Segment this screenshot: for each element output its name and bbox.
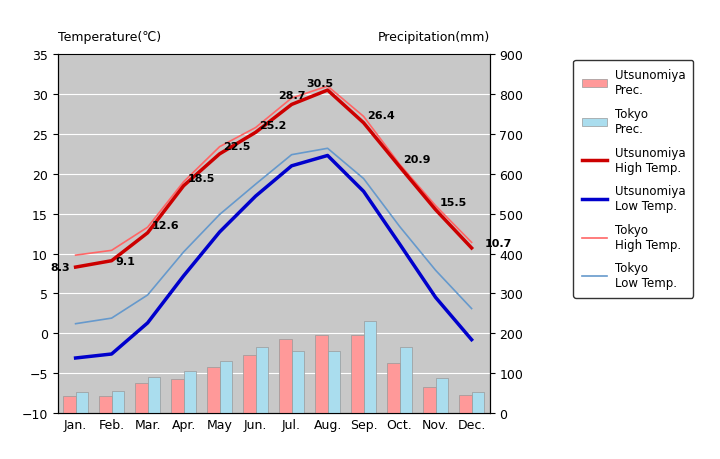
Text: 28.7: 28.7 [278,91,305,101]
Text: 26.4: 26.4 [367,111,395,121]
Bar [351,336,364,413]
Bar [184,371,196,413]
Text: Temperature(℃): Temperature(℃) [58,31,161,45]
Text: 20.9: 20.9 [403,155,431,165]
Bar [243,355,256,413]
Bar [207,367,220,413]
Bar [112,391,124,413]
Bar [328,352,340,413]
Text: 8.3: 8.3 [50,263,70,273]
Bar [364,322,376,413]
Text: 10.7: 10.7 [484,238,512,248]
Text: 18.5: 18.5 [187,174,215,184]
Bar [135,383,148,413]
Bar [459,395,472,413]
Bar [256,347,268,413]
Bar [63,397,76,413]
Text: 15.5: 15.5 [439,198,467,208]
Legend: Utsunomiya
Prec., Tokyo
Prec., Utsunomiya
High Temp., Utsunomiya
Low Temp., Toky: Utsunomiya Prec., Tokyo Prec., Utsunomiy… [573,61,693,298]
Bar [99,397,112,413]
Text: 12.6: 12.6 [151,221,179,231]
Bar [423,387,436,413]
Text: 9.1: 9.1 [115,256,135,266]
Bar [279,340,292,413]
Text: 30.5: 30.5 [306,78,333,89]
Bar [472,392,484,413]
Bar [400,347,412,413]
Text: Precipitation(mm): Precipitation(mm) [377,31,490,45]
Bar [76,392,88,413]
Bar [436,378,448,413]
Text: 22.5: 22.5 [223,142,251,152]
Bar [315,336,328,413]
Bar [387,364,400,413]
Text: 25.2: 25.2 [259,121,287,131]
Bar [171,379,184,413]
Bar [292,352,304,413]
Bar [148,377,160,413]
Bar [220,361,232,413]
